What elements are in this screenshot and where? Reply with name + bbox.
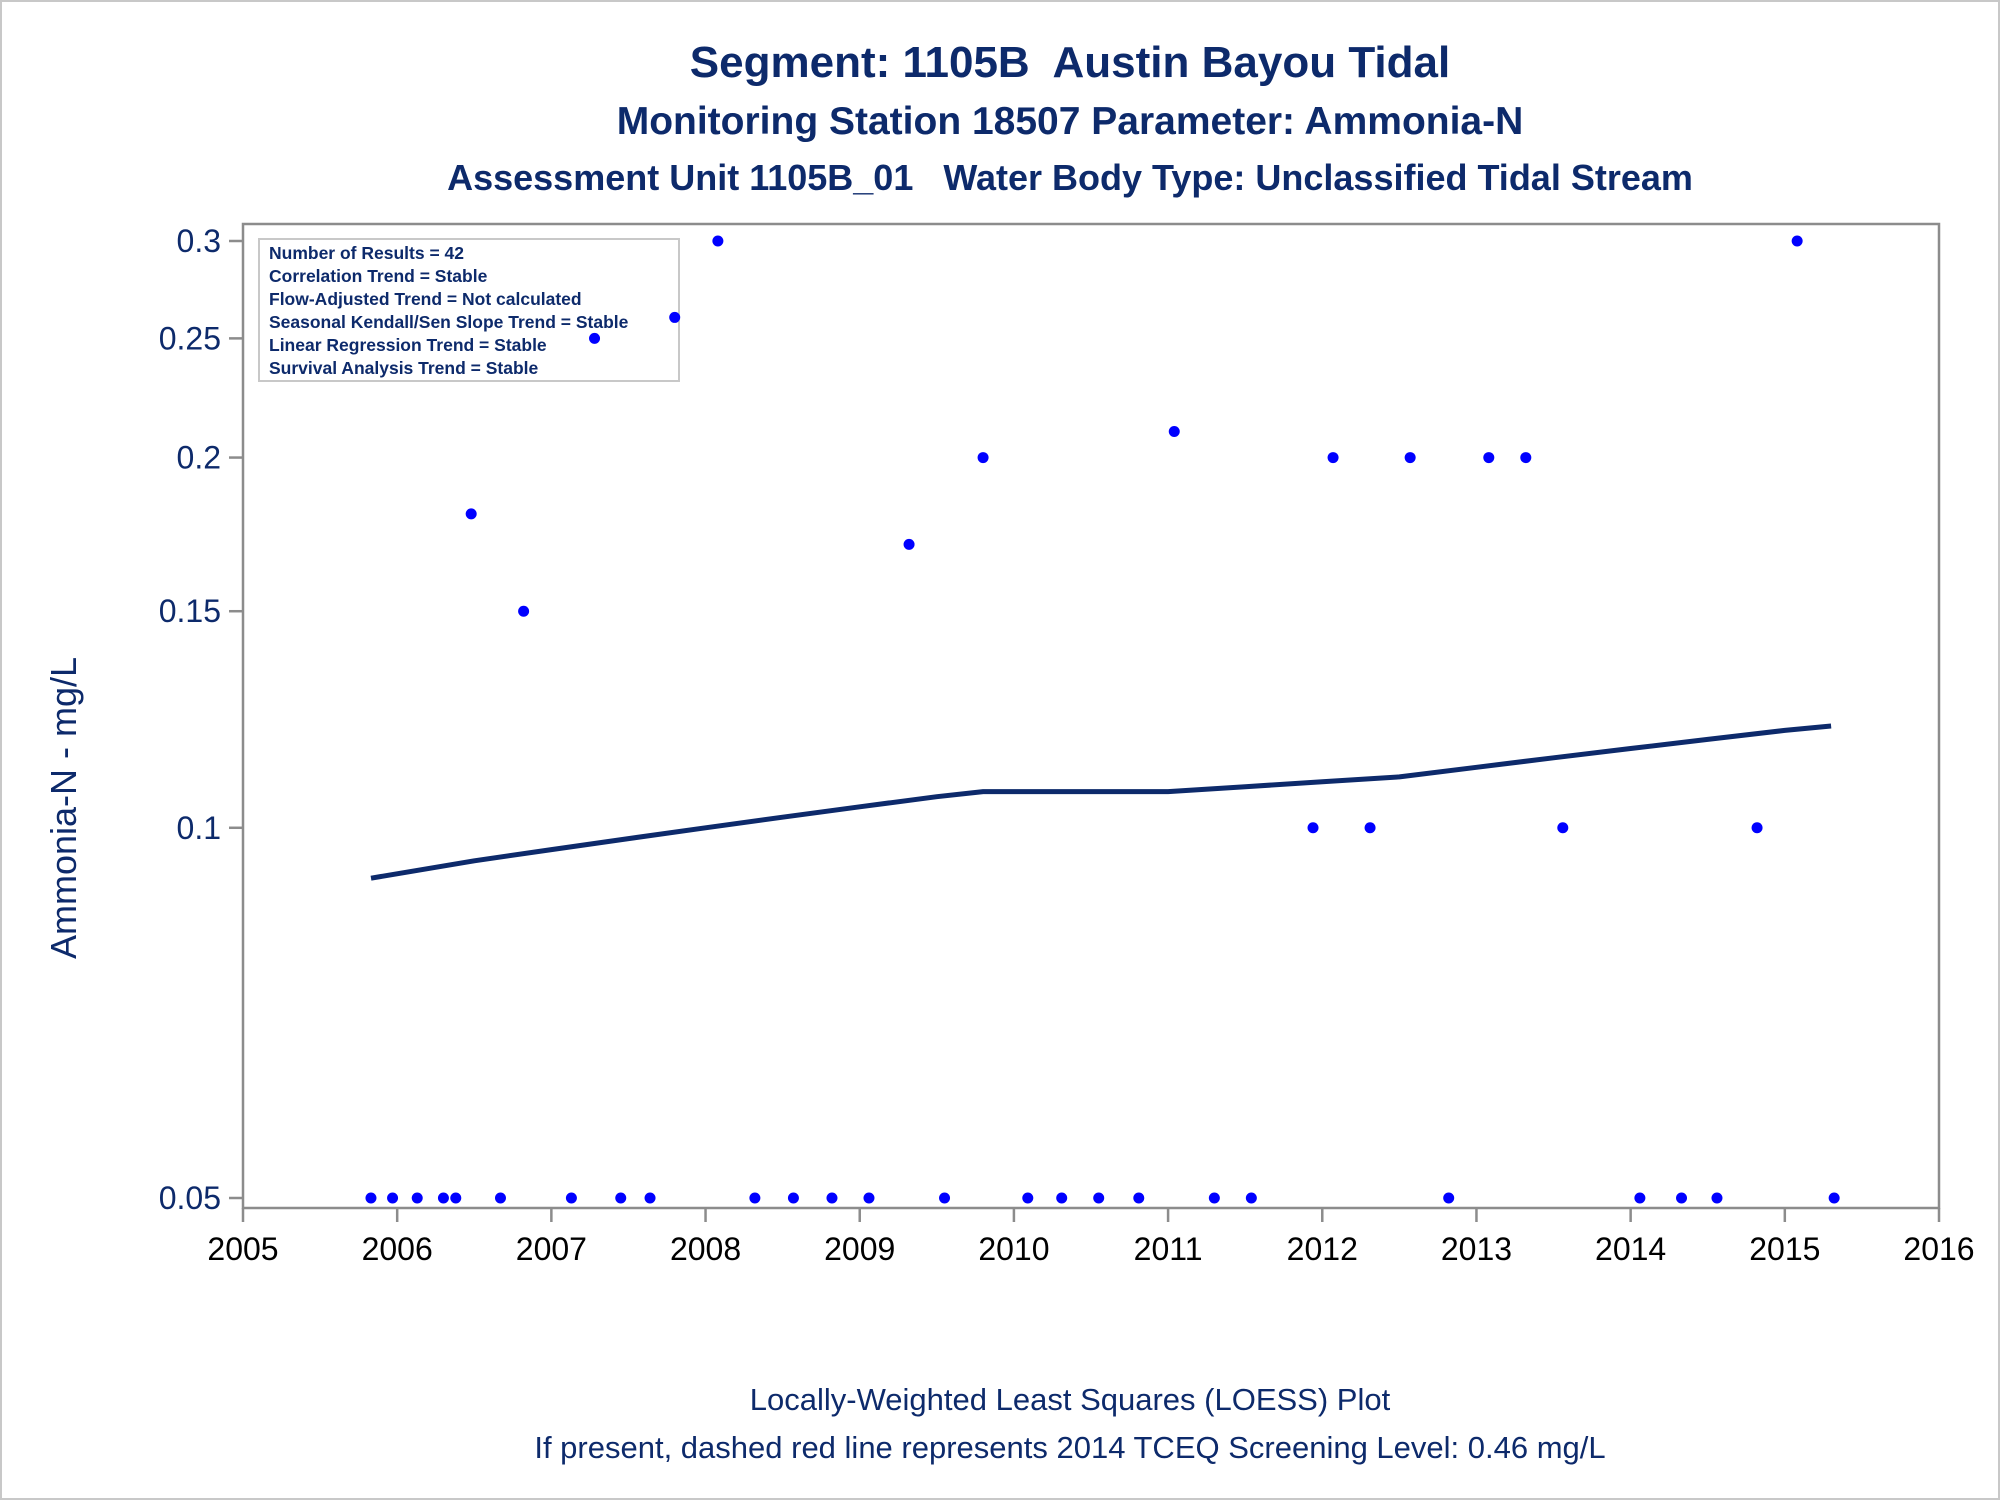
footnote-screening-level: If present, dashed red line represents 2… — [534, 1430, 1606, 1465]
data-point — [669, 311, 681, 323]
legend-line: Flow-Adjusted Trend = Not calculated — [269, 289, 582, 309]
data-point — [1557, 822, 1569, 834]
y-tick-label: 0.05 — [159, 1180, 221, 1216]
data-point — [494, 1192, 506, 1204]
data-point — [863, 1192, 875, 1204]
loess-line — [370, 723, 1832, 881]
data-point — [615, 1192, 627, 1204]
legend-line: Correlation Trend = Stable — [269, 266, 488, 286]
data-point — [1634, 1192, 1646, 1204]
data-point — [712, 235, 724, 247]
chart-subtitle-station: Monitoring Station 18507 Parameter: Ammo… — [616, 100, 1524, 143]
data-point — [1520, 452, 1532, 464]
x-tick-label: 2006 — [362, 1231, 433, 1267]
footnote-loess: Locally-Weighted Least Squares (LOESS) P… — [749, 1382, 1391, 1417]
data-point — [365, 1192, 377, 1204]
legend-line: Number of Results = 42 — [269, 243, 464, 263]
data-point — [1093, 1192, 1105, 1204]
data-point — [1404, 452, 1416, 464]
legend-line: Seasonal Kendall/Sen Slope Trend = Stabl… — [269, 312, 629, 332]
data-point — [1327, 452, 1339, 464]
legend-box — [258, 238, 680, 382]
data-point — [787, 1192, 799, 1204]
data-point — [1245, 1192, 1257, 1204]
data-point — [1791, 235, 1803, 247]
data-point — [518, 605, 530, 617]
data-point — [1364, 822, 1376, 834]
x-tick-label: 2010 — [978, 1231, 1049, 1267]
data-point — [1133, 1192, 1145, 1204]
x-tick-label: 2013 — [1441, 1231, 1512, 1267]
legend-line: Survival Analysis Trend = Stable — [269, 358, 539, 378]
data-point — [565, 1192, 577, 1204]
legend-line: Linear Regression Trend = Stable — [269, 335, 547, 355]
x-tick-label: 2014 — [1595, 1231, 1666, 1267]
data-point — [387, 1192, 399, 1204]
data-point — [1168, 426, 1180, 438]
x-tick-label: 2015 — [1749, 1231, 1820, 1267]
x-tick-label: 2008 — [670, 1231, 741, 1267]
data-point — [1056, 1192, 1068, 1204]
data-point — [644, 1192, 656, 1204]
data-point — [977, 452, 989, 464]
data-point — [589, 332, 601, 344]
data-point — [1676, 1192, 1688, 1204]
y-tick-label: 0.3 — [177, 223, 221, 259]
data-point — [939, 1192, 951, 1204]
x-tick-label: 2016 — [1903, 1231, 1974, 1267]
data-point — [437, 1192, 449, 1204]
data-point — [1711, 1192, 1723, 1204]
y-tick-label: 0.25 — [159, 320, 221, 356]
data-point — [1307, 822, 1319, 834]
data-point — [826, 1192, 838, 1204]
x-tick-label: 2012 — [1287, 1231, 1358, 1267]
data-point — [903, 538, 915, 550]
data-point — [1443, 1192, 1455, 1204]
y-tick-label: 0.1 — [177, 810, 221, 846]
chart-subtitle-assessment: Assessment Unit 1105B_01 Water Body Type… — [447, 157, 1693, 198]
plot-border — [241, 222, 1941, 1210]
data-point — [1208, 1192, 1220, 1204]
data-point — [1828, 1192, 1840, 1204]
x-tick-label: 2007 — [516, 1231, 587, 1267]
y-tick-label: 0.2 — [177, 440, 221, 476]
y-tick-label: 0.15 — [159, 593, 221, 629]
data-point — [1022, 1192, 1034, 1204]
x-tick-label: 2005 — [207, 1231, 278, 1267]
data-point — [450, 1192, 462, 1204]
x-tick-label: 2011 — [1134, 1231, 1203, 1267]
data-point — [465, 508, 477, 520]
data-point — [411, 1192, 423, 1204]
data-point — [1751, 822, 1763, 834]
x-tick-label: 2009 — [824, 1231, 895, 1267]
data-point — [749, 1192, 761, 1204]
data-point — [1483, 452, 1495, 464]
chart-title: Segment: 1105B Austin Bayou Tidal — [689, 38, 1451, 87]
